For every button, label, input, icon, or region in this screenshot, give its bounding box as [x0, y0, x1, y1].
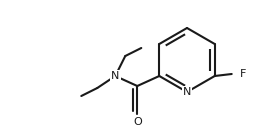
Text: O: O — [133, 117, 142, 127]
Text: N: N — [111, 71, 119, 81]
Text: F: F — [240, 69, 246, 79]
Text: N: N — [183, 87, 191, 97]
